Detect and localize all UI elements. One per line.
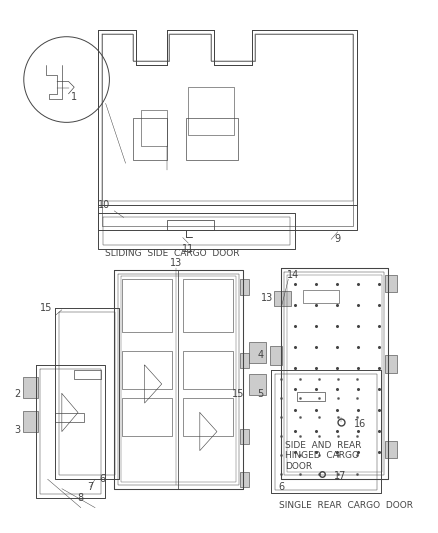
Text: 9: 9 bbox=[335, 235, 341, 245]
Bar bbox=[303, 290, 339, 303]
Bar bbox=[183, 279, 233, 332]
Text: SINGLE  REAR  CARGO  DOOR: SINGLE REAR CARGO DOOR bbox=[279, 502, 413, 510]
Bar bbox=[141, 110, 167, 146]
Text: 4: 4 bbox=[258, 351, 264, 360]
Bar bbox=[240, 353, 249, 368]
Bar bbox=[122, 351, 172, 389]
Bar bbox=[166, 220, 214, 230]
Bar bbox=[23, 377, 38, 398]
Bar bbox=[55, 413, 84, 422]
Text: 17: 17 bbox=[335, 471, 347, 481]
Text: 16: 16 bbox=[353, 419, 366, 429]
Text: 11: 11 bbox=[182, 244, 194, 254]
Text: 15: 15 bbox=[232, 389, 244, 399]
Bar bbox=[74, 370, 101, 379]
Bar bbox=[133, 118, 166, 160]
Text: SIDE  AND  REAR
HINGED  CARGO
DOOR: SIDE AND REAR HINGED CARGO DOOR bbox=[286, 441, 362, 471]
Bar bbox=[270, 346, 282, 365]
Bar bbox=[274, 291, 291, 306]
Bar bbox=[122, 279, 172, 332]
Text: 2: 2 bbox=[15, 389, 21, 399]
Bar bbox=[385, 441, 397, 458]
Text: 5: 5 bbox=[258, 389, 264, 399]
Bar bbox=[23, 410, 38, 432]
Bar bbox=[385, 356, 397, 373]
Text: 6: 6 bbox=[279, 482, 285, 492]
Bar bbox=[240, 279, 249, 295]
Bar bbox=[249, 342, 266, 363]
Text: 7: 7 bbox=[87, 482, 94, 492]
Text: 10: 10 bbox=[98, 200, 110, 210]
Bar bbox=[297, 392, 325, 401]
Bar bbox=[249, 375, 266, 395]
Text: SLIDING  SIDE  CARGO  DOOR: SLIDING SIDE CARGO DOOR bbox=[105, 249, 239, 258]
Text: 15: 15 bbox=[39, 303, 52, 313]
Bar bbox=[385, 274, 397, 292]
Text: 13: 13 bbox=[261, 293, 273, 303]
Bar bbox=[240, 472, 249, 487]
Text: 6: 6 bbox=[100, 474, 106, 484]
Text: 8: 8 bbox=[78, 493, 84, 503]
Text: 1: 1 bbox=[71, 92, 77, 102]
Bar bbox=[186, 118, 238, 160]
Bar bbox=[240, 429, 249, 444]
Text: 13: 13 bbox=[170, 258, 182, 268]
Bar bbox=[188, 87, 234, 135]
Bar bbox=[183, 398, 233, 437]
Text: 14: 14 bbox=[287, 270, 299, 280]
Bar bbox=[122, 398, 172, 437]
Bar bbox=[183, 351, 233, 389]
Text: 3: 3 bbox=[15, 425, 21, 435]
